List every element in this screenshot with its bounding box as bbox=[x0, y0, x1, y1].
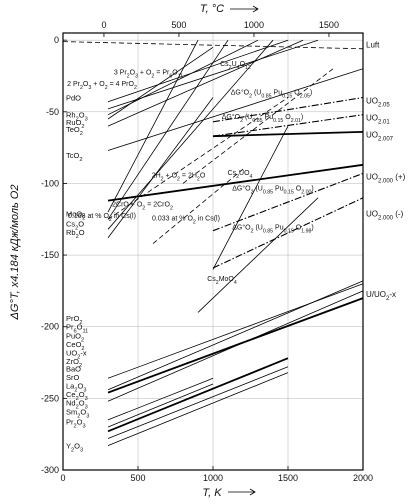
annotation-label: Cs2U4O12 bbox=[220, 61, 251, 71]
series-line-14 bbox=[152, 168, 244, 244]
left-label: Rb2O bbox=[66, 228, 85, 240]
annotation-label: 0.033 at % O2 in Cs(l) bbox=[152, 216, 220, 226]
series-line-8 bbox=[107, 40, 199, 213]
left-label: Y2O3 bbox=[66, 442, 83, 454]
series-line-17 bbox=[212, 131, 364, 138]
left-label: PrO2 bbox=[66, 314, 82, 326]
y-tick-label: -200 bbox=[41, 322, 59, 332]
left-label: CeO2 bbox=[66, 340, 85, 352]
left-label: ZrO2 bbox=[66, 357, 82, 369]
grid bbox=[62, 33, 364, 471]
left-label: Pr2O3 bbox=[66, 417, 86, 429]
annotation-label: Cs2UO4 bbox=[228, 170, 253, 180]
series-line-27 bbox=[107, 357, 289, 433]
right-label: UO2.05 bbox=[366, 96, 390, 108]
series-line-9 bbox=[107, 39, 229, 220]
x2-axis-title: T, °C bbox=[200, 3, 224, 15]
annotation-label: 2 Pr2O3 + O2 = 4 PrO2 bbox=[67, 81, 137, 91]
annotation-label: Cs2MoO4 bbox=[207, 276, 237, 286]
series-line-2 bbox=[107, 39, 289, 103]
left-label: TcO2 bbox=[66, 151, 82, 163]
left-label: PuO2 bbox=[66, 331, 84, 343]
series-line-31 bbox=[107, 372, 289, 446]
series-line-6 bbox=[107, 39, 304, 127]
series-line-30 bbox=[107, 377, 214, 421]
x-tick-label: 1000 bbox=[203, 473, 223, 483]
series-line-21 bbox=[212, 125, 289, 270]
y-tick-label: -50 bbox=[46, 107, 59, 117]
left-label: BaO bbox=[66, 364, 81, 373]
left-label: RuO2 bbox=[66, 118, 85, 130]
left-label: SrO bbox=[66, 373, 80, 382]
x-tick-label: 0 bbox=[60, 473, 65, 483]
series-line-7 bbox=[107, 68, 364, 151]
series-lines bbox=[62, 39, 364, 446]
x2-tick-label: 1000 bbox=[244, 20, 264, 30]
annotation-label: 0.168 at % O2 in Cs(l) bbox=[68, 213, 136, 223]
left-label: Rh2O3 bbox=[66, 111, 88, 123]
series-line-26 bbox=[107, 290, 364, 402]
annotation-label: 2CrO + O2 = 2CrO2 bbox=[112, 201, 173, 211]
series-line-16 bbox=[212, 114, 364, 137]
x-tick-label: 500 bbox=[130, 473, 145, 483]
series-line-15 bbox=[212, 96, 364, 123]
series-line-10 bbox=[107, 39, 274, 230]
series-line-29 bbox=[107, 366, 289, 439]
series-line-1 bbox=[62, 41, 364, 50]
x-axis-arrow bbox=[228, 488, 256, 496]
left-label: MoO2 bbox=[66, 210, 85, 222]
y-axis-title: ΔG°T, x4.184 кДж/моль O2 bbox=[9, 185, 21, 321]
y-tick-label: -250 bbox=[41, 393, 59, 403]
right-label: UO2.000 (+) bbox=[366, 172, 406, 184]
right-label: U/UO2-x bbox=[366, 290, 396, 302]
y-tick-label: -150 bbox=[41, 250, 59, 260]
left-label: Ce2O3 bbox=[66, 390, 88, 402]
right-label: UO2.000 (-) bbox=[366, 210, 404, 222]
annotation-label: ΔG°O2 (U0.85 Pu0.15 O1.98) bbox=[232, 223, 314, 234]
series-line-25 bbox=[107, 280, 364, 391]
x2-tick-label: 1500 bbox=[319, 20, 339, 30]
x-axis-title: T, K bbox=[202, 487, 222, 499]
series-line-5 bbox=[107, 46, 214, 120]
left-label: Pr6O11 bbox=[66, 323, 88, 335]
series-line-28 bbox=[107, 383, 214, 428]
x2-tick-label: 500 bbox=[171, 20, 186, 30]
series-line-18 bbox=[107, 163, 364, 202]
left-label: Sm2O3 bbox=[66, 407, 89, 419]
right-labels: Luft UO2.05 UO2.01 UO2.007 UO2.000 (+) UO2.00… bbox=[366, 40, 406, 301]
series-line-11 bbox=[107, 97, 214, 239]
y-tick-label: -100 bbox=[41, 178, 59, 188]
x2-tick-label: 0 bbox=[101, 20, 106, 30]
x-tick-label: 1500 bbox=[278, 473, 298, 483]
annotation-label: ΔG°O2 (U0.85 Pu0.15 O2.01) bbox=[222, 113, 304, 124]
left-label: UO2-x bbox=[66, 349, 87, 361]
series-line-22 bbox=[197, 197, 319, 313]
left-label: TeO2 bbox=[66, 125, 83, 137]
right-label: UO2.01 bbox=[366, 114, 390, 126]
right-label: UO2.007 bbox=[366, 131, 394, 143]
left-label: Cs2O bbox=[66, 220, 84, 232]
left-label: Nd2O3 bbox=[66, 399, 88, 411]
right-label: Luft bbox=[366, 40, 380, 49]
annotation-label: 3 Pr2O3 + O2 = Pr6O11 bbox=[114, 70, 183, 80]
x-tick-label: 2000 bbox=[353, 473, 373, 483]
series-line-13 bbox=[107, 97, 289, 220]
left-label: La2O3 bbox=[66, 381, 86, 393]
y-tick-label: 0 bbox=[54, 35, 59, 45]
annotation-label: ΔG°O2 (U0.85 Pu0.15 O2.00) bbox=[232, 185, 314, 196]
series-line-20 bbox=[212, 197, 364, 269]
left-label: PdO bbox=[66, 93, 81, 102]
annotation-label: 2H2 + O2 = 2H2O bbox=[152, 173, 206, 183]
y-tick-label: -300 bbox=[41, 465, 59, 475]
axis-ticks: 0 500 1000 1500 2000 0 -50 -100 -150 -200 -250 -300… bbox=[41, 20, 373, 483]
x2-axis-arrow bbox=[230, 5, 259, 13]
series-line-23 bbox=[107, 297, 364, 394]
annotation-label: ΔG°O2 (U0.85 Pu0.15 O2.05) bbox=[231, 89, 313, 100]
